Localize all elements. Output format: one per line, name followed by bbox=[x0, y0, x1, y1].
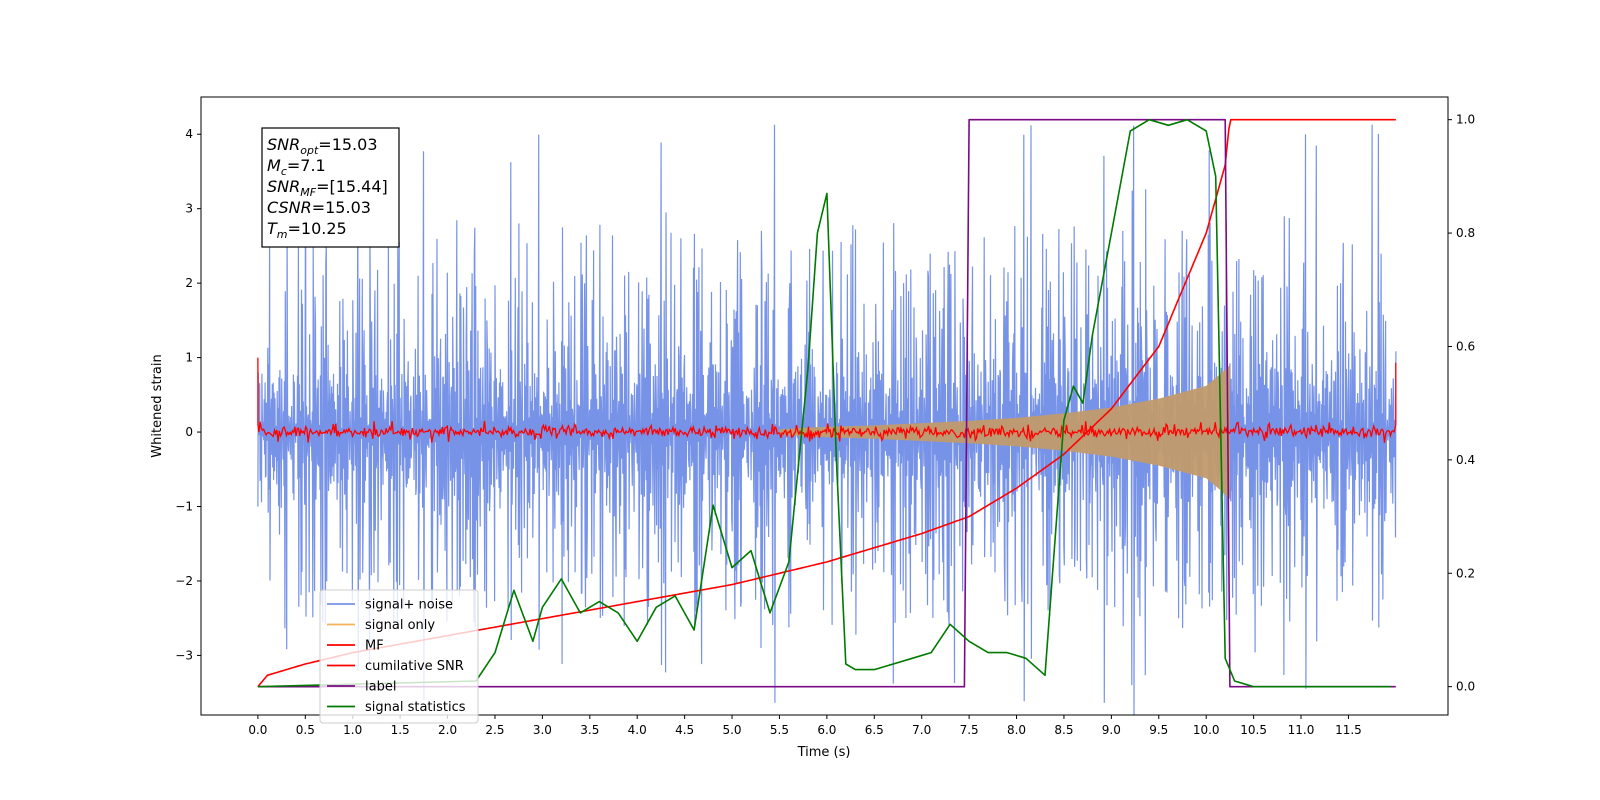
stats-value: =10.25 bbox=[288, 219, 347, 238]
x-tick-label: 5.0 bbox=[722, 723, 741, 737]
stats-value: =15.03 bbox=[318, 135, 377, 154]
stats-box-frame bbox=[261, 127, 400, 248]
y-tick-label: −2 bbox=[175, 574, 193, 588]
stats-line: Tm=10.25 bbox=[267, 219, 347, 241]
x-tick-label: 0.0 bbox=[248, 723, 267, 737]
x-tick-label: 2.0 bbox=[438, 723, 457, 737]
y2-tick-label: 0.8 bbox=[1456, 226, 1475, 240]
x-tick-label: 8.0 bbox=[1007, 723, 1026, 737]
y-tick-label: 0 bbox=[185, 425, 193, 439]
stats-subscript: opt bbox=[300, 144, 319, 157]
x-tick-label: 1.0 bbox=[343, 723, 362, 737]
y2-tick-label: 0.0 bbox=[1456, 680, 1475, 694]
y-tick-label: −3 bbox=[175, 648, 193, 662]
stats-subscript: MF bbox=[300, 186, 316, 199]
x-tick-label: 10.5 bbox=[1240, 723, 1267, 737]
y2-tick-label: 1.0 bbox=[1456, 113, 1475, 127]
stats-symbol: M bbox=[267, 156, 281, 175]
x-tick-label: 6.0 bbox=[817, 723, 836, 737]
y-tick-label: 4 bbox=[185, 127, 193, 141]
stats-annotation-box: SNRopt=15.03Mc=7.1SNRMF=[15.44]CSNR=15.0… bbox=[261, 127, 400, 248]
stats-symbol: SNR bbox=[267, 135, 300, 154]
stats-value: =7.1 bbox=[287, 156, 326, 175]
legend-entry: signal only bbox=[365, 618, 435, 633]
x-tick-label: 9.0 bbox=[1102, 723, 1121, 737]
series-signal-statistics bbox=[257, 118, 1392, 688]
y2-tick-label: 0.2 bbox=[1456, 566, 1475, 580]
legend-entry: label bbox=[365, 680, 396, 695]
stats-symbol: T bbox=[267, 219, 278, 238]
x-tick-label: 4.0 bbox=[628, 723, 647, 737]
stats-value: =15.03 bbox=[312, 198, 371, 217]
stats-subscript: c bbox=[281, 165, 287, 178]
stats-symbol: CSNR bbox=[267, 198, 312, 217]
plot-frame bbox=[200, 96, 1449, 716]
legend-entry: cumilative SNR bbox=[365, 659, 464, 674]
x-tick-label: 0.5 bbox=[296, 723, 315, 737]
stats-line: SNRopt=15.03 bbox=[267, 135, 378, 157]
legend: signal+ noise signal only MF cumilative SNR… bbox=[319, 589, 479, 724]
x-tick-label: 7.0 bbox=[912, 723, 931, 737]
x-tick-label: 3.5 bbox=[580, 723, 599, 737]
y-tick-label: 3 bbox=[185, 202, 193, 216]
y-tick-label: −1 bbox=[175, 500, 193, 514]
x-tick-label: 3.0 bbox=[533, 723, 552, 737]
legend-entry: signal statistics bbox=[365, 700, 466, 715]
y-tick-label: 1 bbox=[185, 351, 193, 365]
x-tick-label: 2.5 bbox=[485, 723, 504, 737]
x-axis-label: Time (s) bbox=[797, 745, 851, 760]
stats-subscript: m bbox=[277, 228, 288, 241]
legend-entry: MF bbox=[365, 639, 384, 654]
stats-line: CSNR=15.03 bbox=[267, 198, 371, 217]
x-tick-label: 7.5 bbox=[960, 723, 979, 737]
y2-tick-label: 0.6 bbox=[1456, 339, 1475, 353]
x-tick-label: 8.5 bbox=[1054, 723, 1073, 737]
legend-frame bbox=[319, 589, 479, 724]
x-tick-label: 5.5 bbox=[770, 723, 789, 737]
y2-tick-label: 0.4 bbox=[1456, 453, 1475, 467]
stats-line: SNRMF=[15.44] bbox=[267, 177, 388, 199]
x-tick-label: 10.0 bbox=[1193, 723, 1220, 737]
x-tick-label: 4.5 bbox=[675, 723, 694, 737]
x-tick-label: 11.5 bbox=[1335, 723, 1362, 737]
stats-line: Mc=7.1 bbox=[267, 156, 326, 178]
stats-symbol: SNR bbox=[267, 177, 300, 196]
x-tick-label: 1.5 bbox=[391, 723, 410, 737]
series-mf bbox=[257, 357, 1397, 443]
y-tick-label: 2 bbox=[185, 276, 193, 290]
series-signal-only bbox=[779, 365, 1230, 500]
y-axis-label: Whitened strain bbox=[150, 354, 165, 457]
legend-entry: signal+ noise bbox=[365, 598, 453, 613]
axes: 0.0 0.5 1.0 1.5 2.0 2.5 3.0 3.5 4.0 4.5 5.0 5.5 6.0 6… bbox=[175, 113, 1475, 737]
x-tick-label: 6.5 bbox=[865, 723, 884, 737]
x-tick-label: 11.0 bbox=[1288, 723, 1315, 737]
stats-value: =[15.44] bbox=[316, 177, 388, 196]
x-tick-label: 9.5 bbox=[1149, 723, 1168, 737]
